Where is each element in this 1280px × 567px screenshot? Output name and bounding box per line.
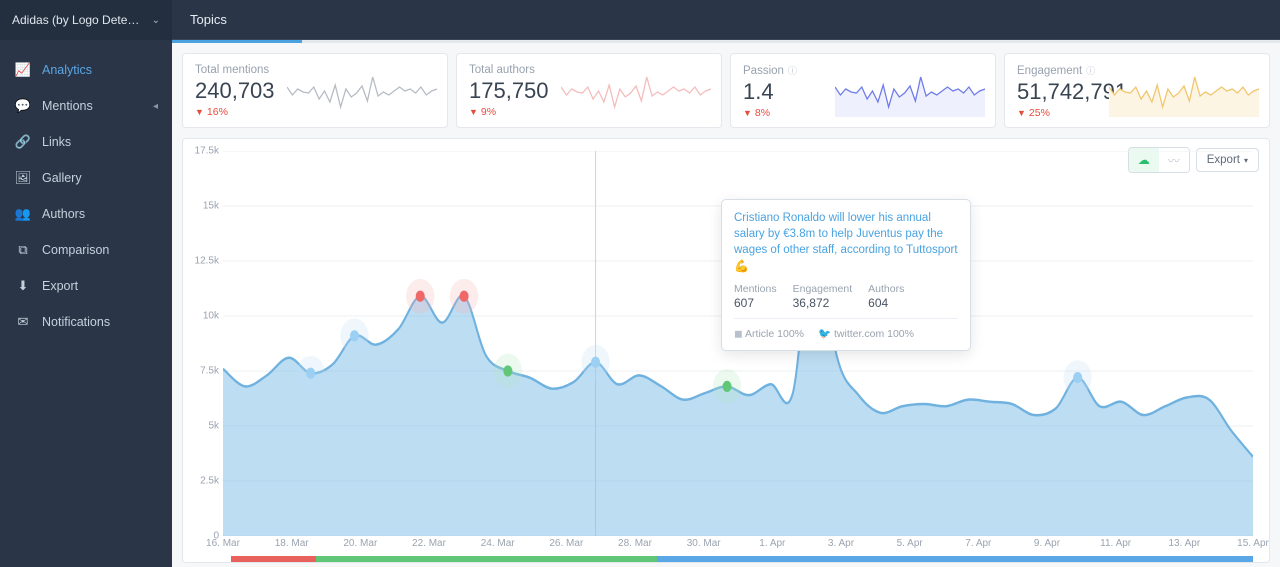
x-axis-tick: 24. Mar: [481, 538, 515, 549]
sidebar: Adidas (by Logo Dete… ⌄ 📈 Analytics 💬 Menti…: [0, 0, 172, 567]
sentiment-segment: [316, 556, 657, 562]
sentiment-segment: [231, 556, 316, 562]
x-axis-tick: 15. Apr: [1237, 538, 1269, 549]
chart-tooltip: Cristiano Ronaldo will lower his annual …: [721, 199, 971, 351]
x-axis-tick: 3. Apr: [828, 538, 854, 549]
sidebar-item-notifications[interactable]: ✉ Notifications: [0, 304, 172, 340]
arrow-down-icon: ▼: [1017, 108, 1026, 118]
sidebar-item-analytics[interactable]: 📈 Analytics: [0, 52, 172, 88]
tooltip-stat: Mentions607: [734, 283, 777, 310]
notifications-icon: ✉: [14, 314, 32, 330]
analytics-icon: 📈: [14, 62, 32, 78]
sidebar-item-mentions[interactable]: 💬 Mentions ◂: [0, 88, 172, 124]
article-icon: ◼: [734, 328, 743, 340]
y-axis-tick: 17.5k: [195, 146, 219, 157]
export-icon: ⬇: [14, 278, 32, 294]
comparison-icon: ⧉: [14, 242, 32, 258]
sidebar-item-links[interactable]: 🔗 Links: [0, 124, 172, 160]
chart-card: ☁︎ 〰 Export ▾ 02.5k5k7.5k10k12.5k15k17.5…: [182, 138, 1270, 563]
stat-card-total-authors[interactable]: Total authors175,750▼ 9%: [456, 53, 722, 128]
x-axis-tick: 13. Apr: [1168, 538, 1200, 549]
sidebar-item-label: Comparison: [42, 243, 109, 257]
sidebar-item-label: Export: [42, 279, 78, 293]
x-axis-tick: 18. Mar: [275, 538, 309, 549]
x-axis-tick: 30. Mar: [687, 538, 721, 549]
arrow-down-icon: ▼: [195, 107, 204, 117]
x-axis-tick: 11. Apr: [1100, 538, 1131, 549]
y-axis-tick: 5k: [208, 421, 219, 432]
x-axis-tick: 1. Apr: [759, 538, 785, 549]
chart-area: 02.5k5k7.5k10k12.5k15k17.5k 16. Mar18. M…: [191, 151, 1261, 556]
info-icon[interactable]: ⓘ: [1086, 66, 1095, 76]
links-icon: 🔗: [14, 134, 32, 150]
x-axis-tick: 9. Apr: [1034, 538, 1060, 549]
tooltip-source: 🐦 twitter.com 100%: [818, 327, 914, 340]
y-axis-tick: 12.5k: [195, 256, 219, 267]
project-selector[interactable]: Adidas (by Logo Dete… ⌄: [0, 0, 172, 40]
chevron-down-icon: ⌄: [152, 15, 160, 26]
stat-card-total-mentions[interactable]: Total mentions240,703▼ 16%: [182, 53, 448, 128]
sparkline: [287, 71, 437, 117]
sparkline: [1109, 71, 1259, 117]
sidebar-item-label: Authors: [42, 207, 85, 221]
gallery-icon: 🖼: [14, 170, 32, 186]
x-axis-tick: 7. Apr: [965, 538, 991, 549]
sentiment-segment: [657, 556, 1253, 562]
x-axis-tick: 22. Mar: [412, 538, 446, 549]
stats-row: Total mentions240,703▼ 16%Total authors1…: [182, 53, 1270, 128]
tooltip-stat: Engagement36,872: [793, 283, 853, 310]
stat-card-engagement[interactable]: Engagementⓘ51,742,791▼ 25%: [1004, 53, 1270, 128]
x-axis-tick: 5. Apr: [897, 538, 923, 549]
tab-topics[interactable]: Topics: [190, 12, 227, 27]
authors-icon: 👥: [14, 206, 32, 222]
x-axis-tick: 20. Mar: [343, 538, 377, 549]
sidebar-item-gallery[interactable]: 🖼 Gallery: [0, 160, 172, 196]
y-axis-tick: 2.5k: [200, 476, 219, 487]
sidebar-item-export[interactable]: ⬇ Export: [0, 268, 172, 304]
info-icon[interactable]: ⓘ: [788, 66, 797, 76]
tooltip-source: ◼ Article 100%: [734, 328, 804, 340]
sidebar-item-label: Links: [42, 135, 71, 149]
stat-card-passion[interactable]: Passionⓘ1.4▼ 8%: [730, 53, 996, 128]
sidebar-item-comparison[interactable]: ⧉ Comparison: [0, 232, 172, 268]
y-axis-tick: 7.5k: [200, 366, 219, 377]
sidebar-item-label: Mentions: [42, 99, 93, 113]
sidebar-item-label: Notifications: [42, 315, 110, 329]
topbar: Topics: [172, 0, 1280, 40]
y-axis-tick: 15k: [203, 201, 219, 212]
sidebar-nav: 📈 Analytics 💬 Mentions ◂ 🔗 Links 🖼 Gallery 👥 Autho…: [0, 40, 172, 340]
x-axis-tick: 28. Mar: [618, 538, 652, 549]
main-area: Topics Total mentions240,703▼ 16%Total a…: [172, 0, 1280, 567]
submenu-indicator-icon: ◂: [153, 101, 158, 112]
sparkline: [561, 71, 711, 117]
tooltip-stat: Authors604: [868, 283, 904, 310]
x-axis-tick: 26. Mar: [549, 538, 583, 549]
arrow-down-icon: ▼: [469, 107, 478, 117]
project-selector-label: Adidas (by Logo Dete…: [12, 13, 146, 27]
arrow-down-icon: ▼: [743, 108, 752, 118]
sparkline: [835, 71, 985, 117]
sidebar-item-label: Analytics: [42, 63, 92, 77]
twitter-icon: 🐦: [818, 328, 831, 340]
sentiment-bar: [231, 556, 1253, 562]
tooltip-title: Cristiano Ronaldo will lower his annual …: [734, 210, 958, 275]
y-axis-tick: 10k: [203, 311, 219, 322]
sidebar-item-label: Gallery: [42, 171, 82, 185]
mentions-icon: 💬: [14, 98, 32, 114]
sidebar-item-authors[interactable]: 👥 Authors: [0, 196, 172, 232]
x-axis-tick: 16. Mar: [206, 538, 240, 549]
